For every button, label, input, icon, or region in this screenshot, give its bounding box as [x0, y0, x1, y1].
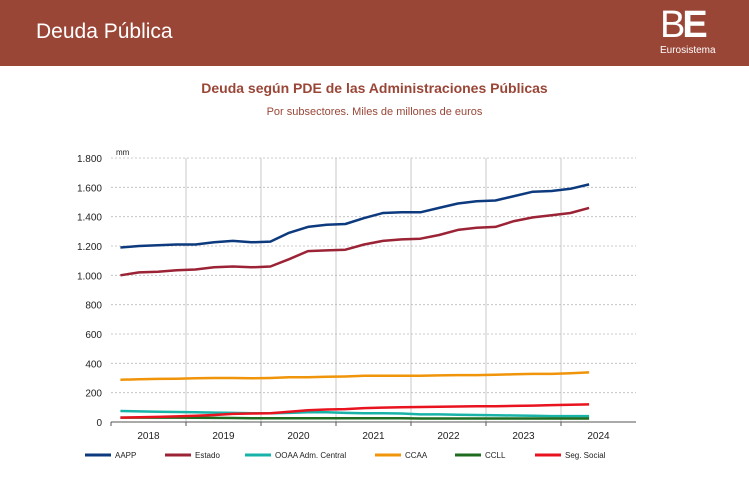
- y-tick-label: 800: [85, 301, 102, 312]
- x-tick-label: 2022: [437, 431, 460, 442]
- series-line-ccll: [120, 416, 590, 420]
- header-bar: Deuda Pública BE Eurosistema: [0, 0, 749, 66]
- header-title: Deuda Pública: [36, 20, 173, 43]
- chart-title: Deuda según PDE de las Administraciones …: [201, 80, 548, 96]
- x-tick-label: 2020: [287, 431, 310, 442]
- y-tick-label: 1.000: [77, 271, 102, 282]
- series-line-ccaa: [120, 371, 590, 382]
- y-tick-label: 1.200: [77, 242, 102, 253]
- legend-label: Seg. Social: [565, 451, 606, 460]
- x-tick-label: 2018: [137, 431, 160, 442]
- y-tick-label: 600: [85, 330, 102, 341]
- y-tick-label: 200: [85, 389, 102, 400]
- logo-subtitle: Eurosistema: [660, 45, 716, 56]
- legend-label: CCLL: [485, 451, 506, 460]
- banco-espana-logo: BE Eurosistema: [660, 4, 716, 56]
- y-axis-unit: mm: [116, 148, 130, 157]
- y-tick-label: 1.600: [77, 183, 102, 194]
- series-line-seg-social: [120, 403, 590, 419]
- y-tick-label: 0: [96, 418, 102, 429]
- x-tick-label: 2023: [512, 431, 535, 442]
- chart-subtitle: Por subsectores. Miles de millones de eu…: [266, 106, 483, 118]
- legend-label: Estado: [195, 451, 220, 460]
- x-tick-label: 2019: [212, 431, 235, 442]
- legend-label: OOAA Adm. Central: [275, 451, 346, 460]
- y-tick-label: 1.800: [77, 154, 102, 165]
- series-line-estado: [120, 206, 590, 277]
- series-line-ooaa-adm-central: [120, 409, 590, 418]
- x-tick-label: 2024: [587, 431, 610, 442]
- x-tick-label: 2021: [362, 431, 385, 442]
- y-tick-label: 400: [85, 359, 102, 370]
- legend-label: AAPP: [115, 451, 136, 460]
- legend-label: CCAA: [405, 451, 428, 460]
- y-tick-label: 1.400: [77, 213, 102, 224]
- series-line-aapp: [120, 183, 590, 249]
